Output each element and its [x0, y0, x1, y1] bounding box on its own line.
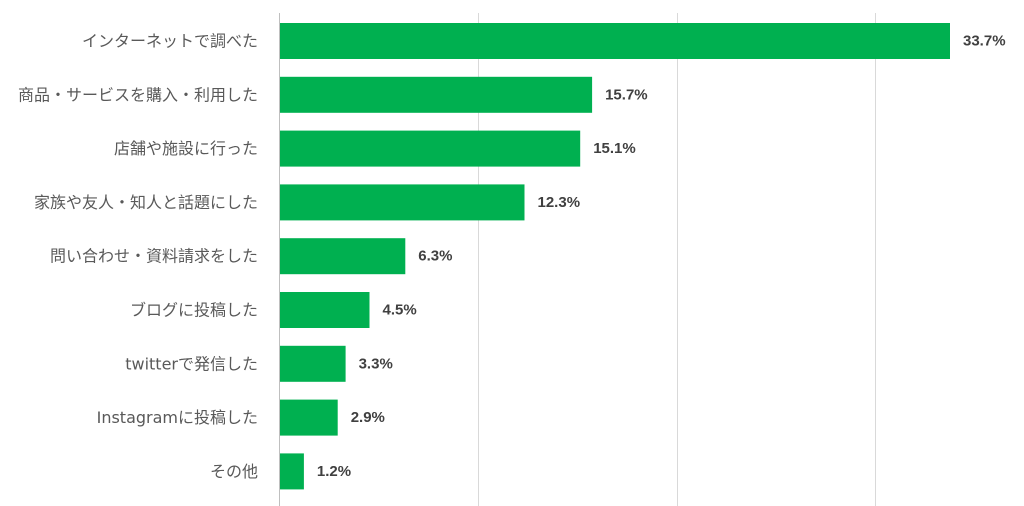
category-label-2: 店舗や施設に行った [114, 139, 258, 158]
bar-6 [280, 345, 346, 382]
category-label-5: ブログに投稿した [130, 301, 258, 320]
bar-1 [280, 76, 593, 113]
value-label-7: 2.9% [351, 409, 385, 426]
category-label-6: twitterで発信した [125, 354, 258, 373]
value-labels: 33.7% 15.7% 15.1% 12.3% 6.3% 4.5% 3.3% 2.9% 1.2% [317, 33, 1006, 480]
category-labels: インターネットで調べた商品・サービスを購入・利用した店舗や施設に行った家族や友人… [18, 32, 258, 481]
value-label-5: 4.5% [383, 302, 417, 319]
bar-7 [280, 399, 338, 436]
category-label-0: インターネットで調べた [82, 32, 258, 51]
bar-8 [280, 453, 304, 490]
bar-0 [280, 23, 950, 59]
category-label-1: 商品・サービスを購入・利用した [18, 85, 258, 104]
category-label-8: その他 [210, 462, 258, 481]
bar-4 [280, 238, 406, 275]
value-label-0: 33.7% [963, 33, 1006, 50]
bar-5 [280, 292, 370, 328]
value-label-8: 1.2% [317, 463, 351, 480]
value-label-4: 6.3% [418, 248, 452, 265]
bar-2 [280, 130, 581, 167]
bars [280, 23, 950, 490]
category-label-7: Instagramに投稿した [97, 408, 258, 427]
value-label-1: 15.7% [605, 86, 648, 103]
category-label-3: 家族や友人・知人と話題にした [34, 193, 258, 212]
value-label-6: 3.3% [359, 355, 393, 372]
category-label-4: 問い合わせ・資料請求をした [50, 247, 258, 266]
value-label-2: 15.1% [593, 140, 636, 157]
bar-3 [280, 184, 525, 221]
value-label-3: 12.3% [538, 194, 581, 211]
